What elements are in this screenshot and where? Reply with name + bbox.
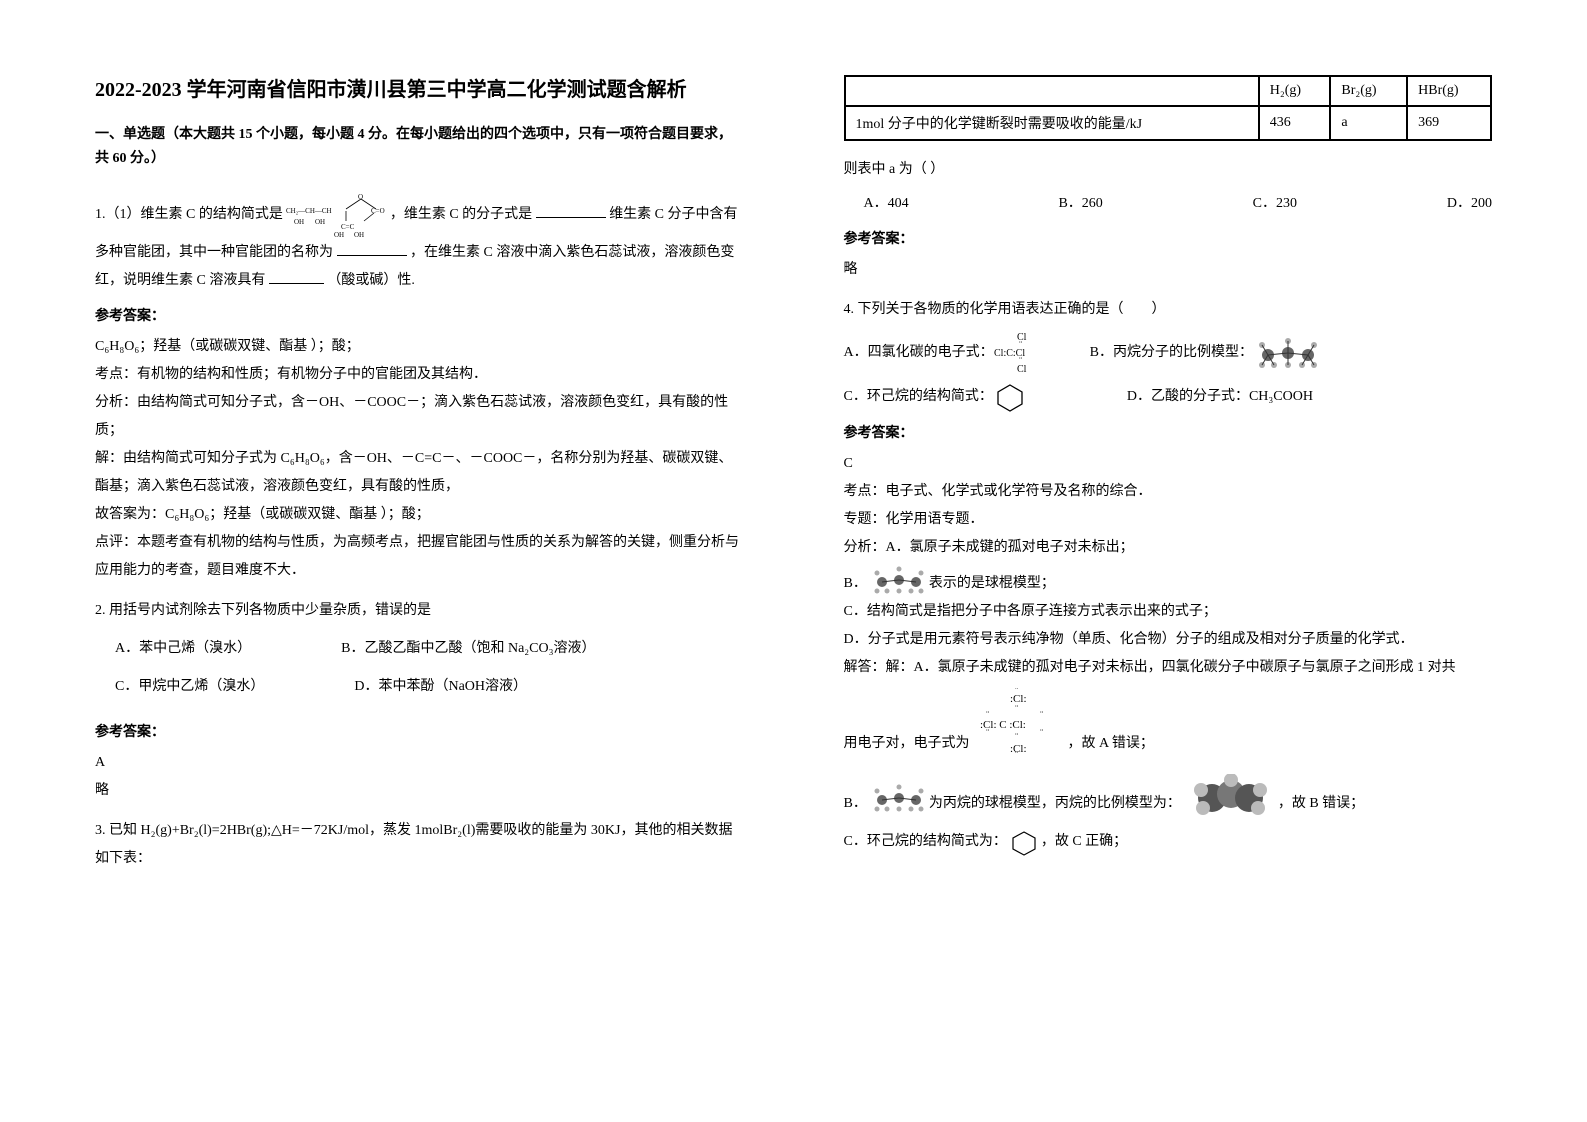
q3-opt-b: B．260 (1058, 190, 1102, 218)
svg-text:OH: OH (294, 218, 304, 226)
svg-text:OH: OH (334, 231, 344, 239)
q1-fenxi: 分析：由结构简式可知分子式，含－OH、－COOC－；滴入紫色石蕊试液，溶液颜色变… (95, 389, 744, 445)
q3-opt-a: A．404 (864, 190, 909, 218)
th-empty (845, 76, 1259, 106)
q1-stem-a: 1.（1）维生素 C 的结构简式是 (95, 207, 283, 222)
q3-ans: 略 (844, 256, 1493, 284)
q1-ans-line: C₆H₈O₆；羟基（或碳碳双键、酯基 ）；酸； (95, 333, 744, 361)
q4-jieda2: 用电子对，电子式为 :Cl: :Cl: C :Cl: :Cl: ¨ ¨ ¨ ¨ … (844, 688, 1493, 758)
q3-stem: 3. 已知 H₂(g)+Br₂(l)=2HBr(g);△H=－72KJ/mol，… (95, 817, 744, 873)
q3-blank: 则表中 a 为（ ） (844, 156, 1493, 184)
ball-stick-small-icon (869, 562, 929, 598)
q2-note: 略 (95, 777, 744, 805)
th-hbr: HBr(g) (1407, 76, 1491, 106)
q4-b-text: 表示的是球棍模型； (929, 570, 1055, 598)
q2-opt-c: C．甲烷中乙烯（溴水） (115, 673, 264, 701)
bond-energy-table: H₂(g) Br₂(g) HBr(g) 1mol 分子中的化学键断裂时需要吸收的… (844, 75, 1493, 141)
svg-text:O: O (358, 193, 363, 201)
question-2: 2. 用括号内试剂除去下列各物质中少量杂质，错误的是 A．苯中己烯（溴水） B．… (95, 597, 744, 701)
blank-1 (536, 204, 606, 218)
cyclohexane-small-icon (1009, 830, 1039, 856)
answer-label-4: 参考答案： (844, 422, 1493, 442)
q2-opt-b: B．乙酸乙酯中乙酸（饱和 Na₂CO₃溶液） (341, 635, 595, 663)
table-row: 1mol 分子中的化学键断裂时需要吸收的能量/kJ 436 a 369 (845, 106, 1492, 140)
q1-stem-e: （酸或碱）性. (327, 273, 415, 288)
q1-stem-b: ，维生素 C 的分子式是 (390, 207, 532, 222)
cyclohexane-icon (993, 382, 1027, 412)
th-h2: H₂(g) (1259, 76, 1331, 106)
q4-jieda3-pre: 为丙烷的球棍模型，丙烷的比例模型为： (929, 790, 1181, 818)
q4-opt-b-pre: B．丙烷分子的比例模型： (1090, 339, 1253, 367)
q1-kaodian: 考点：有机物的结构和性质；有机物分子中的官能团及其结构． (95, 361, 744, 389)
ccl4-electron-full-icon: :Cl: :Cl: C :Cl: :Cl: ¨ ¨ ¨ ¨ ¨ ¨ ¨ ¨ (974, 688, 1064, 758)
q1-jie1: 解：由结构简式可知分子式为 C₆H₈O₆，含－OH、－C=C－、－COOC－，名… (95, 445, 744, 501)
ccl4-electron-icon: Cl Cl:C:Cl Cl ¨ ¨ (994, 330, 1050, 376)
q2-opt-d: D．苯中苯酚（NaOH溶液） (354, 673, 527, 701)
answer-label-2: 参考答案： (95, 721, 744, 741)
svg-text:¨: ¨ (1015, 704, 1019, 715)
right-column: H₂(g) Br₂(g) HBr(g) 1mol 分子中的化学键断裂时需要吸收的… (794, 0, 1587, 1122)
section-intro: 一、单选题（本大题共 15 个小题，每小题 4 分。在每小题给出的四个选项中，只… (95, 123, 744, 171)
q4-ans: C (844, 450, 1493, 478)
cell-h2: 436 (1259, 106, 1331, 140)
q3-opt-c: C．230 (1253, 190, 1297, 218)
q1-jie2: 故答案为：C₆H₈O₆；羟基（或碳碳双键、酯基 ）；酸； (95, 501, 744, 529)
q4-zhuanti: 专题：化学用语专题． (844, 506, 1493, 534)
table-row: H₂(g) Br₂(g) HBr(g) (845, 76, 1492, 106)
answer-label-3: 参考答案： (844, 228, 1493, 248)
q2-ans: A (95, 749, 744, 777)
svg-text:¨: ¨ (1040, 728, 1044, 739)
q4-fenxi: 分析：A．氯原子未成键的孤对电子对未标出； (844, 534, 1493, 562)
ball-stick-b2-icon (869, 778, 929, 818)
q4-jieda: 解答：解：A．氯原子未成键的孤对电子对未标出，四氯化碳分子中碳原子与氯原子之间形… (844, 654, 1493, 682)
q2-stem: 2. 用括号内试剂除去下列各物质中少量杂质，错误的是 (95, 597, 744, 625)
q4-kaodian: 考点：电子式、化学式或化学符号及名称的综合． (844, 478, 1493, 506)
q4-b-line: B． 表示的是球棍模型； (844, 562, 1493, 598)
vitamin-c-structure-icon: CH₂—CH—CH OH OH O C=O C=C OH OH (286, 191, 386, 239)
answer-label-1: 参考答案： (95, 305, 744, 325)
q4-jieda3: B． 为丙烷的球棍模型，丙烷的比例模型为： ，故 B 错误； (844, 774, 1493, 818)
cell-br2: a (1330, 106, 1407, 140)
q4-jieda4: C．环己烷的结构简式为： ，故 C 正确； (844, 828, 1493, 856)
q4-jieda3-post: ，故 B 错误； (1278, 790, 1364, 818)
q3-opt-d: D．200 (1447, 190, 1492, 218)
q4-jieda2-pre: 用电子对，电子式为 (844, 730, 970, 758)
q4-d-line: D．分子式是用元素符号表示纯净物（单质、化合物）分子的组成及相对分子质量的化学式… (844, 626, 1493, 654)
space-filling-model-icon (1187, 774, 1272, 818)
svg-text:OH: OH (354, 231, 364, 239)
q4-jieda4-pre: C．环己烷的结构简式为： (844, 828, 1007, 856)
th-br2: Br₂(g) (1330, 76, 1407, 106)
svg-text:¨: ¨ (1040, 710, 1044, 721)
page-title: 2022-2023 学年河南省信阳市潢川县第三中学高二化学测试题含解析 (95, 75, 744, 105)
q4-opt-d: D．乙酸的分子式：CH₃COOH (1127, 383, 1313, 411)
q4-jieda4-post: ，故 C 正确； (1041, 828, 1127, 856)
q2-opt-a: A．苯中己烯（溴水） (115, 635, 251, 663)
cell-hbr: 369 (1407, 106, 1491, 140)
svg-text:C=C: C=C (341, 223, 355, 231)
svg-text:CH₂—CH—CH: CH₂—CH—CH (286, 207, 332, 215)
q4-opt-c-pre: C．环己烷的结构简式： (844, 383, 993, 411)
q4-opt-a-pre: A．四氯化碳的电子式： (844, 339, 994, 367)
q4-c-line: C．结构简式是指把分子中各原子连接方式表示出来的式子； (844, 598, 1493, 626)
q4-stem: 4. 下列关于各物质的化学用语表达正确的是（ ） (844, 296, 1493, 324)
q4-jieda2-post: ，故 A 错误； (1068, 730, 1154, 758)
ball-stick-model-icon (1253, 333, 1323, 373)
blank-2 (337, 242, 407, 256)
svg-text:OH: OH (315, 218, 325, 226)
q1-answer-body: C₆H₈O₆；羟基（或碳碳双键、酯基 ）；酸； 考点：有机物的结构和性质；有机物… (95, 333, 744, 585)
left-column: 2022-2023 学年河南省信阳市潢川县第三中学高二化学测试题含解析 一、单选… (0, 0, 794, 1122)
q1-dianping: 点评：本题考查有机物的结构与性质，为高频考点，把握官能团与性质的关系为解答的关键… (95, 529, 744, 585)
question-3: 3. 已知 H₂(g)+Br₂(l)=2HBr(g);△H=－72KJ/mol，… (95, 817, 744, 873)
svg-text:¨: ¨ (1015, 732, 1019, 743)
question-1: 1.（1）维生素 C 的结构简式是 CH₂—CH—CH OH OH O C=O … (95, 191, 744, 295)
q3-options: A．404 B．260 C．230 D．200 (844, 190, 1493, 218)
row-label: 1mol 分子中的化学键断裂时需要吸收的能量/kJ (845, 106, 1259, 140)
question-4: 4. 下列关于各物质的化学用语表达正确的是（ ） A．四氯化碳的电子式： Cl … (844, 296, 1493, 412)
blank-3 (269, 270, 324, 284)
